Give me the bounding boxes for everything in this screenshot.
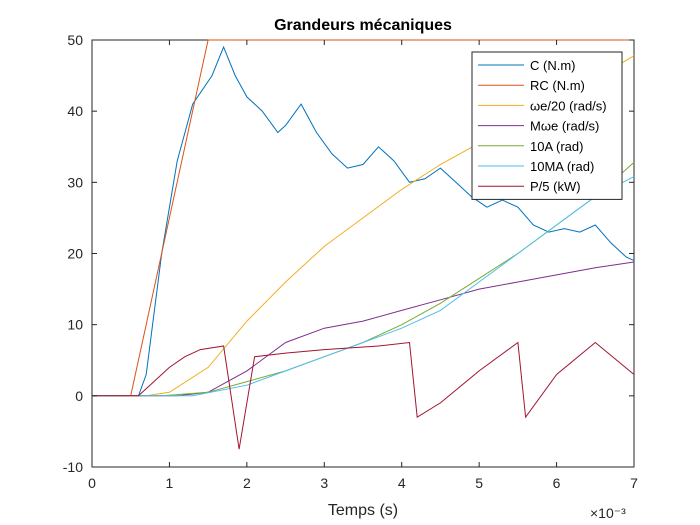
x-axis: 0 1 2 3 4 5 6 7 bbox=[88, 40, 638, 491]
y-axis: -10 0 10 20 30 40 50 bbox=[63, 32, 634, 475]
y-tick-label-5: 40 bbox=[67, 103, 83, 119]
x-tick-label-7: 7 bbox=[630, 475, 638, 491]
y-tick-label-4: 30 bbox=[67, 174, 83, 190]
y-tick-label-1: 0 bbox=[75, 388, 83, 404]
x-axis-exponent: ×10⁻³ bbox=[590, 505, 626, 521]
x-tick-label-3: 3 bbox=[320, 475, 328, 491]
x-tick-label-4: 4 bbox=[398, 475, 406, 491]
y-tick-label-0: -10 bbox=[63, 459, 83, 475]
chart-title: Grandeurs mécaniques bbox=[274, 17, 452, 34]
x-tick-label-5: 5 bbox=[475, 475, 483, 491]
x-tick-label-1: 1 bbox=[166, 475, 174, 491]
legend: C (N.m) RC (N.m) ωe/20 (rad/s) Mωe (rad/s) 1… bbox=[471, 51, 623, 200]
x-tick-label-2: 2 bbox=[243, 475, 251, 491]
y-tick-label-3: 20 bbox=[67, 246, 83, 262]
series-line-6 bbox=[92, 341, 635, 450]
x-axis-label: Temps (s) bbox=[328, 502, 398, 519]
legend-label-4: 10A (rad) bbox=[530, 139, 583, 154]
series-line-3 bbox=[92, 261, 635, 397]
y-tick-label-2: 10 bbox=[67, 317, 83, 333]
legend-label-3: Mωe (rad/s) bbox=[530, 119, 599, 134]
legend-label-1: RC (N.m) bbox=[530, 78, 585, 93]
x-tick-label-0: 0 bbox=[88, 475, 96, 491]
series-line-0 bbox=[92, 45, 635, 397]
legend-label-2: ωe/20 (rad/s) bbox=[530, 98, 607, 113]
series-line-5 bbox=[92, 176, 635, 397]
y-tick-label-6: 50 bbox=[67, 32, 83, 48]
legend-label-5: 10MA (rad) bbox=[530, 159, 594, 174]
legend-label-6: P/5 (kW) bbox=[530, 179, 581, 194]
legend-label-0: C (N.m) bbox=[530, 58, 576, 73]
x-tick-label-6: 6 bbox=[553, 475, 561, 491]
